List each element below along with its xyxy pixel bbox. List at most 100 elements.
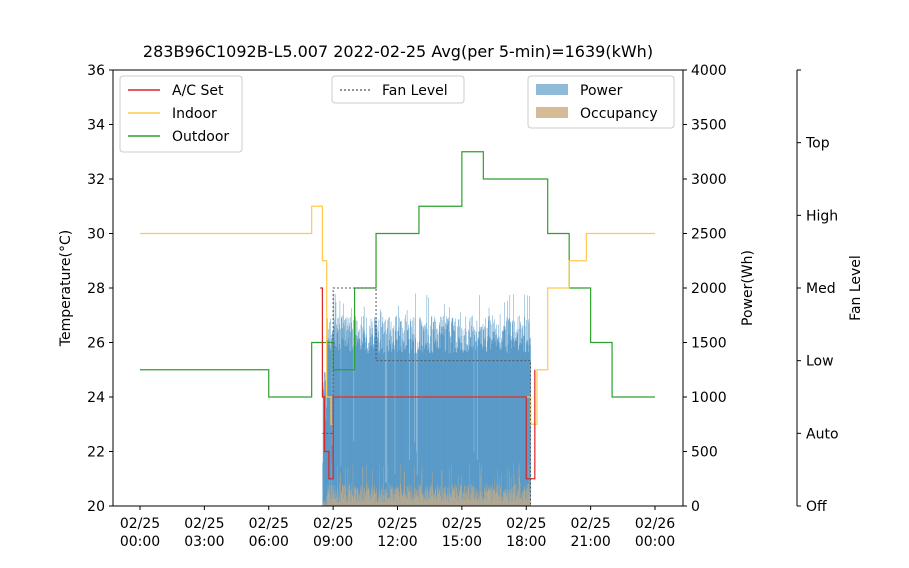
power-bar xyxy=(391,349,393,506)
occupancy-bar xyxy=(399,501,400,506)
power-bar xyxy=(398,326,400,506)
x-tick-label: 02/26 xyxy=(635,516,675,532)
power-bar xyxy=(441,327,442,506)
power-bar xyxy=(462,330,464,506)
power-bar xyxy=(509,295,511,506)
power-bar xyxy=(420,350,421,506)
power-bar xyxy=(391,336,392,506)
legend-temperature: A/C Set Indoor Outdoor xyxy=(119,75,243,153)
occupancy-bar xyxy=(440,497,442,506)
power-bar xyxy=(360,345,361,506)
occupancy-bar xyxy=(383,495,384,506)
occupancy-bar xyxy=(427,492,428,506)
occupancy-bar xyxy=(330,502,331,506)
power-bar xyxy=(436,328,437,506)
power-bar xyxy=(519,315,520,506)
occupancy-bar xyxy=(403,492,405,506)
occupancy-bar xyxy=(480,474,482,506)
power-bar xyxy=(426,328,428,506)
power-bar xyxy=(447,319,449,506)
occupancy-bar xyxy=(418,490,419,506)
occupancy-bar xyxy=(326,503,327,506)
power-bar xyxy=(500,346,501,506)
power-bar xyxy=(470,337,471,506)
power-bar xyxy=(373,346,375,506)
power-bar xyxy=(372,335,374,506)
occupancy-bar xyxy=(424,498,426,506)
occupancy-bar xyxy=(336,497,338,506)
occupancy-bar xyxy=(523,490,525,506)
power-bar xyxy=(431,316,433,506)
power-bar xyxy=(454,326,456,506)
occupancy-bar xyxy=(373,485,375,506)
occupancy-bar xyxy=(337,502,339,506)
occupancy-bar xyxy=(501,472,502,506)
occupancy-bar xyxy=(445,491,447,506)
power-bar xyxy=(522,326,523,506)
occupancy-bar xyxy=(425,486,426,506)
occupancy-bar xyxy=(464,485,466,506)
power-bar xyxy=(424,324,425,506)
power-bar xyxy=(394,349,395,506)
power-bar xyxy=(520,321,521,506)
occupancy-bar xyxy=(350,493,351,506)
power-bar xyxy=(336,324,338,506)
occupancy-bar xyxy=(415,497,417,506)
power-bar xyxy=(341,316,343,506)
occupancy-bar xyxy=(398,492,400,506)
power-bar xyxy=(355,316,356,506)
power-bar xyxy=(480,330,482,506)
y3-axis-label: Fan Level xyxy=(848,255,864,321)
power-bar xyxy=(446,316,447,506)
power-bar xyxy=(374,316,376,506)
power-bar xyxy=(323,388,324,506)
occupancy-bar xyxy=(349,484,350,506)
occupancy-bar xyxy=(516,497,518,506)
occupancy-bar xyxy=(477,496,479,506)
power-bar xyxy=(442,326,444,506)
power-bar xyxy=(445,322,446,506)
power-bar xyxy=(440,332,442,506)
occupancy-bar xyxy=(495,494,496,506)
occupancy-bar xyxy=(408,491,410,506)
occupancy-bar xyxy=(400,483,402,506)
power-bar xyxy=(415,352,417,506)
power-bar xyxy=(423,349,425,506)
occupancy-bar xyxy=(529,489,530,506)
occupancy-bar xyxy=(408,492,410,506)
occupancy-bar xyxy=(460,485,462,506)
power-bar xyxy=(411,349,412,506)
y2-tick-label: 500 xyxy=(691,445,718,461)
power-bar xyxy=(484,340,486,506)
power-bar xyxy=(440,335,442,506)
occupancy-bar xyxy=(346,502,347,506)
occupancy-bar xyxy=(355,488,356,506)
occupancy-bar xyxy=(497,495,499,506)
power-bar xyxy=(504,302,505,506)
occupancy-bar xyxy=(528,496,530,506)
occupancy-bar xyxy=(360,485,362,506)
power-bar xyxy=(437,349,439,506)
y-tick-label: 36 xyxy=(87,63,105,79)
occupancy-bar xyxy=(331,499,333,506)
power-bar xyxy=(449,331,451,506)
power-bar xyxy=(350,351,352,506)
power-bar xyxy=(362,327,364,506)
power-bar xyxy=(421,326,423,506)
occupancy-bar xyxy=(482,490,483,506)
power-bar xyxy=(352,345,354,506)
y-tick-label: 26 xyxy=(87,336,105,352)
power-bar xyxy=(482,349,483,506)
power-bar xyxy=(332,331,333,506)
occupancy-bar xyxy=(393,488,395,506)
occupancy-bar xyxy=(334,498,336,506)
power-bar xyxy=(354,343,355,506)
x-tick-label: 02/25 xyxy=(442,516,482,532)
occupancy-bar xyxy=(459,490,460,506)
occupancy-bar xyxy=(478,492,479,506)
power-bar xyxy=(498,341,500,506)
power-bar xyxy=(470,336,472,506)
power-bar xyxy=(364,336,366,506)
occupancy-bar xyxy=(345,484,347,506)
occupancy-bar xyxy=(453,487,455,506)
